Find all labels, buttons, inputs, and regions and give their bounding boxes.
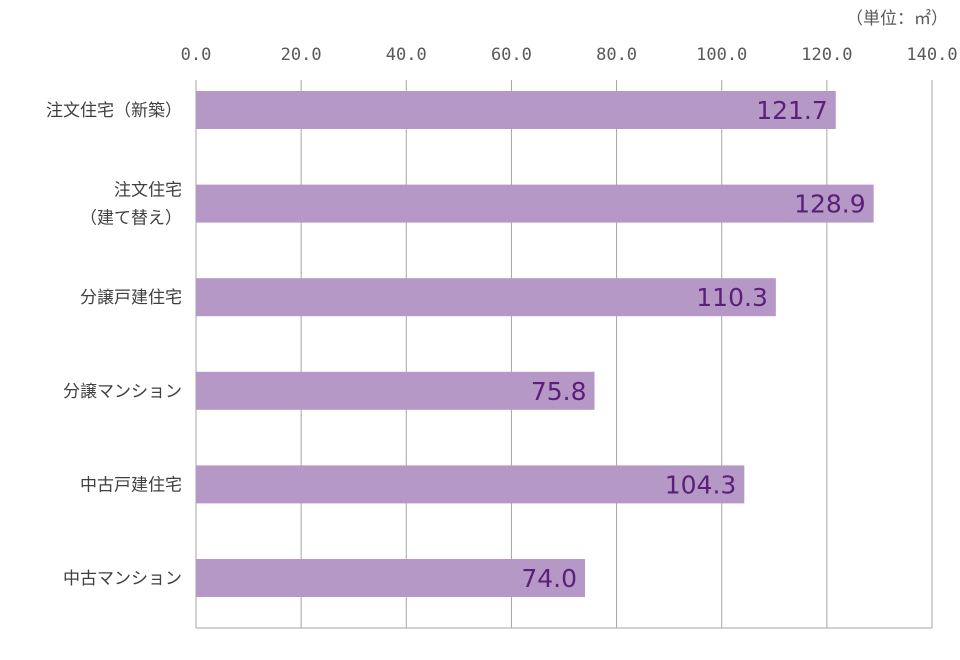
data-label: 110.3: [696, 283, 768, 312]
x-tick-label: 140.0: [906, 45, 957, 65]
category-label: 分譲戸建住宅: [80, 288, 182, 308]
x-tick-label: 80.0: [596, 45, 637, 65]
bar: [196, 465, 745, 504]
category-label: 分譲マンション: [63, 382, 182, 402]
category-label: 中古戸建住宅: [80, 475, 182, 495]
x-tick-label: 40.0: [386, 45, 427, 65]
data-label: 104.3: [665, 470, 737, 499]
data-labels: 121.7 128.9 110.3 75.8 104.3 74.0: [521, 96, 865, 593]
x-tick-label: 60.0: [491, 45, 532, 65]
category-label: （建て替え）: [80, 209, 182, 229]
x-tick-label: 120.0: [801, 45, 852, 65]
bars: [196, 91, 874, 597]
category-label: 注文住宅: [114, 181, 182, 201]
data-label: 128.9: [794, 190, 866, 219]
x-tick-labels: 0.0 20.0 40.0 60.0 80.0 100.0 120.0 140.0: [181, 45, 958, 65]
unit-label: （単位：㎡）: [846, 9, 948, 29]
x-tick-label: 20.0: [281, 45, 322, 65]
category-labels: 注文住宅（新築） 注文住宅 （建て替え） 分譲戸建住宅分譲マンション中古戸建住宅中古マ…: [46, 101, 182, 589]
x-tick-label: 0.0: [181, 45, 212, 65]
data-label: 75.8: [531, 377, 587, 406]
gridlines: [195, 80, 933, 628]
bar: [196, 184, 874, 223]
x-tick-label: 100.0: [696, 45, 747, 65]
bar: [196, 371, 595, 410]
data-label: 121.7: [756, 96, 828, 125]
category-label: 中古マンション: [63, 569, 182, 589]
category-label: 注文住宅（新築）: [46, 101, 182, 121]
bar: [196, 559, 586, 597]
bar: [196, 278, 776, 317]
data-label: 74.0: [521, 564, 577, 593]
bar: [196, 91, 836, 129]
